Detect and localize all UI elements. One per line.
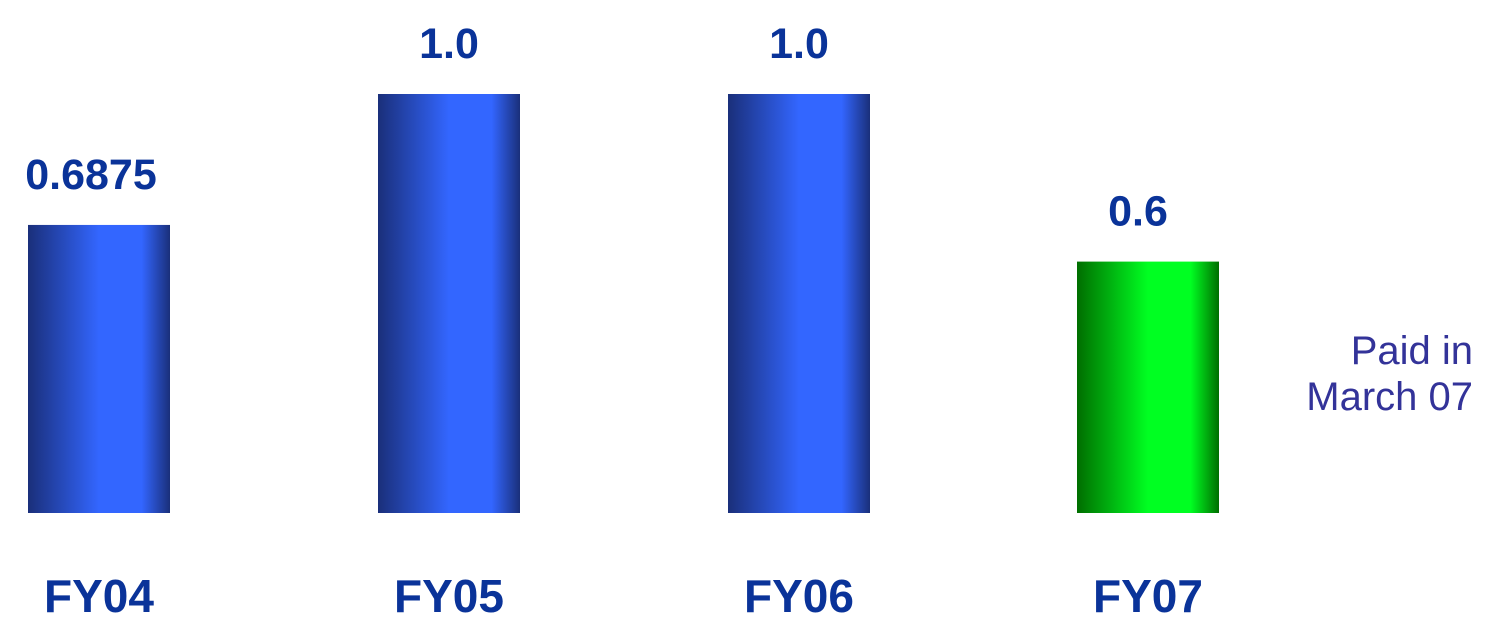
value-label-fy06: 1.0 — [769, 20, 829, 68]
category-label-fy05: FY05 — [394, 570, 504, 618]
value-label-fy07: 0.6 — [1108, 188, 1168, 236]
value-labels-group: 0.6875 1.0 1.0 0.6 — [25, 20, 1168, 236]
value-label-fy04: 0.6875 — [25, 151, 157, 199]
bar-fy06 — [728, 94, 870, 513]
annotation-note: Paid in March 07 — [1213, 328, 1473, 420]
annotation-line-2: March 07 — [1306, 375, 1473, 419]
category-label-fy06: FY06 — [744, 570, 854, 618]
category-label-fy07: FY07 — [1093, 570, 1203, 618]
value-label-fy05: 1.0 — [419, 20, 479, 68]
bars-group — [28, 94, 1219, 513]
bar-fy04 — [28, 224, 170, 513]
bar-fy07 — [1077, 261, 1219, 513]
annotation-line-1: Paid in — [1350, 329, 1473, 373]
category-label-fy04: FY04 — [44, 570, 154, 618]
bar-fy05 — [378, 94, 520, 513]
category-labels-group: FY04 FY05 FY06 FY07 — [44, 570, 1203, 618]
